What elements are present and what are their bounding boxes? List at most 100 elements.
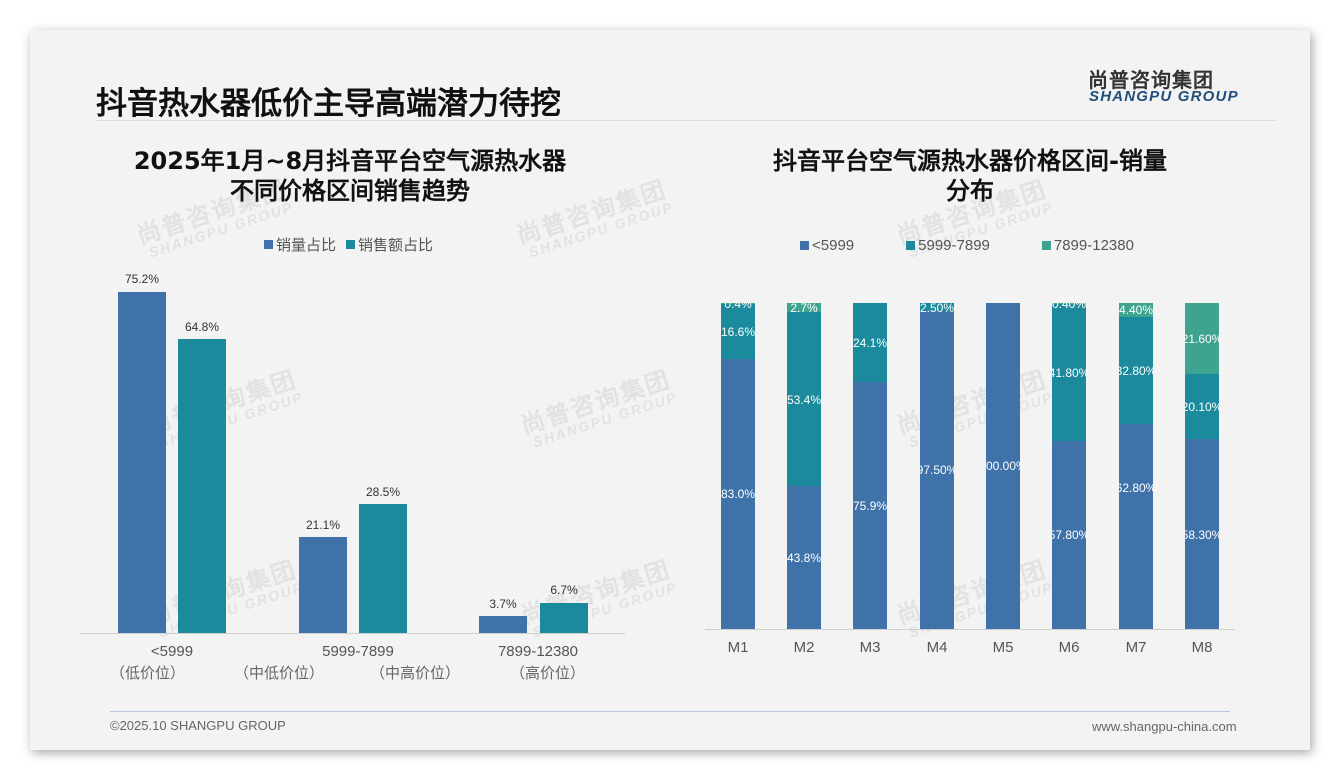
segment-label: 100.00% [986, 459, 1020, 473]
segment-label: 75.9% [853, 499, 887, 513]
legend-swatch [800, 241, 809, 250]
logo-english: SHANGPU GROUP [1089, 88, 1239, 105]
segment-high [1119, 303, 1153, 317]
category-sublabel: （中高价位） [370, 665, 461, 682]
segment-label: 32.80% [1119, 364, 1153, 378]
bar-value-label: 21.1% [305, 518, 341, 532]
left-chart-legend: 销量占比 销售额占比 [264, 234, 433, 255]
month-label: M7 [1125, 639, 1147, 656]
month-label: M8 [1191, 639, 1213, 656]
segment-label: 58.30% [1185, 528, 1219, 542]
segment-label: 83.0% [721, 487, 755, 501]
left-chart-title: 2025年1月~8月抖音平台空气源热水器 不同价格区间销售趋势 [133, 147, 567, 205]
slide: 尚普咨询集团 SHANGPU GROUP 尚普咨询集团 SHANGPU GROUP … [30, 30, 1310, 750]
stacked-bar-m4: 2.50% 97.50% [920, 303, 954, 629]
segment-label: 4.40% [1119, 303, 1153, 317]
segment-high [787, 303, 821, 312]
footer-website: www.shangpu-china.com [1092, 719, 1237, 734]
bar-volume-lt5999 [118, 292, 166, 633]
legend-item-5999-7899: 5999-7899 [906, 237, 990, 254]
stacked-bar-m2: 2.7% 53.4% 43.8% [787, 303, 821, 629]
month-label: M4 [926, 639, 948, 656]
stacked-bar-m7: 4.40% 32.80% 62.80% [1119, 303, 1153, 629]
segment-low [721, 359, 755, 629]
segment-label: 53.4% [787, 393, 821, 407]
footer-divider [110, 711, 1230, 712]
segment-mid [1185, 374, 1219, 439]
bar-value-label: 64.8% [184, 320, 220, 334]
segment-label: 21.60% [1185, 332, 1219, 346]
right-chart-x-axis [705, 629, 1235, 630]
legend-item-lt5999: <5999 [800, 237, 854, 254]
legend-item-volume-share: 销量占比 [264, 234, 336, 255]
right-chart-legend: <5999 5999-7899 7899-12380 [800, 237, 1134, 254]
segment-mid [721, 304, 755, 359]
bar-value-label: 75.2% [124, 272, 160, 286]
bar-revenue-7899-12380 [540, 603, 588, 633]
month-label: M5 [992, 639, 1014, 656]
legend-swatch [346, 240, 356, 249]
bar-revenue-5999-7899 [359, 504, 407, 633]
segment-low [1185, 439, 1219, 629]
stacked-bar-m6: 0.40% 41.80% 57.80% [1052, 303, 1086, 629]
title-divider [96, 120, 1276, 121]
legend-item-revenue-share: 销售额占比 [346, 234, 433, 255]
segment-mid [1119, 317, 1153, 424]
segment-label: 16.6% [721, 325, 755, 339]
segment-mid [787, 312, 821, 486]
stacked-bar-m3: 24.1% 75.9% [853, 303, 887, 629]
segment-label: 97.50% [920, 463, 954, 477]
stacked-bar-m8: 21.60% 20.10% 58.30% [1185, 303, 1219, 629]
bar-revenue-lt5999 [178, 339, 226, 633]
footer-copyright: ©2025.10 SHANGPU GROUP [110, 718, 286, 733]
bar-volume-5999-7899 [299, 537, 347, 633]
segment-low [853, 382, 887, 629]
category-sublabel: （中低价位） [234, 665, 325, 682]
segment-mid [853, 303, 887, 382]
segment-label: 41.80% [1052, 366, 1086, 380]
segment-low [920, 311, 954, 629]
stacked-bar-m1: 0.4% 16.6% 83.0% [721, 303, 755, 629]
segment-label: 43.8% [787, 551, 821, 565]
segment-label: 2.50% [920, 303, 954, 315]
segment-high [1185, 303, 1219, 374]
segment-label: 62.80% [1119, 481, 1153, 495]
segment-low [1119, 424, 1153, 629]
category-label: 5999-7899 [322, 643, 394, 660]
segment-low [986, 303, 1020, 629]
bar-value-label: 6.7% [550, 583, 578, 597]
segment-low [1052, 441, 1086, 629]
segment-high [721, 303, 755, 304]
left-chart-x-axis [80, 633, 625, 634]
logo-chinese: 尚普咨询集团 [1088, 68, 1214, 92]
segment-low [787, 486, 821, 629]
segment-label: 0.4% [724, 303, 752, 311]
stacked-bar-m5: 100.00% [986, 303, 1020, 629]
month-label: M6 [1058, 639, 1080, 656]
category-label: <5999 [150, 643, 194, 660]
segment-mid [920, 303, 954, 311]
segment-label: 20.10% [1185, 400, 1219, 414]
bar-value-label: 28.5% [365, 485, 401, 499]
legend-swatch [906, 241, 916, 250]
legend-swatch [264, 240, 273, 249]
segment-label: 2.7% [790, 303, 818, 315]
legend-swatch [1041, 241, 1051, 250]
segment-mid [1052, 304, 1086, 441]
segment-label: 24.1% [853, 336, 887, 350]
month-label: M3 [859, 639, 881, 656]
segment-label: 0.40% [1052, 303, 1086, 311]
page-title: 抖音热水器低价主导高端潜力待挖 [96, 86, 561, 122]
left-chart: 2025年1月~8月抖音平台空气源热水器 不同价格区间销售趋势 销量占比 销售额… [30, 30, 670, 710]
bar-volume-7899-12380 [479, 616, 527, 633]
month-label: M1 [727, 639, 749, 656]
segment-label: 57.80% [1052, 528, 1086, 542]
category-sublabel: （低价位） [110, 665, 186, 682]
category-label: 7899-12380 [497, 643, 579, 660]
segment-high [1052, 303, 1086, 304]
right-chart: 抖音平台空气源热水器价格区间-销量 分布 <5999 5999-7899 789… [670, 30, 1310, 710]
category-sublabel: （高价位） [510, 665, 586, 682]
bar-value-label: 3.7% [489, 597, 517, 611]
legend-item-7899-12380: 7899-12380 [1041, 237, 1134, 254]
month-label: M2 [793, 639, 815, 656]
